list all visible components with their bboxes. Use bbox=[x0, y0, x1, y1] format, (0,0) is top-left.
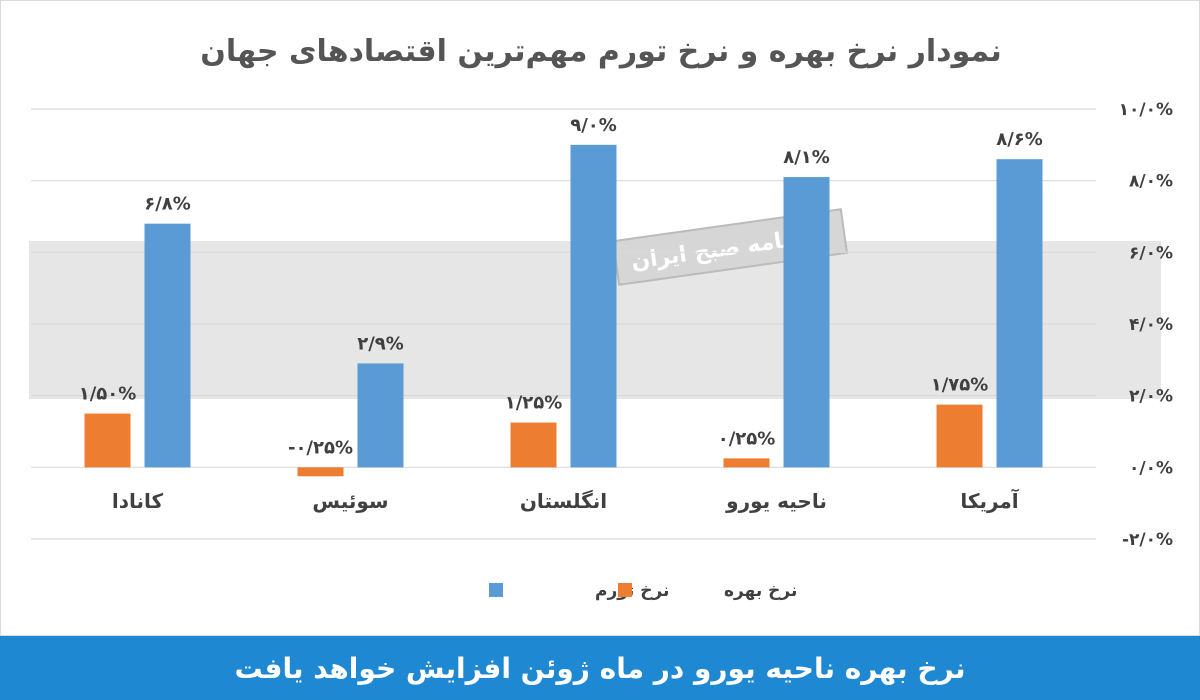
legend: نرخ تورم نرخ بهره bbox=[489, 581, 797, 601]
y-tick-label: ۸/۰% bbox=[1129, 172, 1173, 192]
interest-rate-bar bbox=[510, 422, 557, 468]
inflation-rate-label: ۹/۰% bbox=[570, 115, 617, 136]
chart-area: روزنامه صبح ایران ۱/۵۰% ۶/۸% -۰/۲۵% ۲/۹% ۱/۲… bbox=[0, 0, 1200, 636]
inflation-rate-label: ۸/۱% bbox=[783, 147, 830, 168]
y-tick-label: ۴/۰% bbox=[1129, 315, 1173, 335]
y-tick-label: ۰/۰% bbox=[1129, 458, 1173, 478]
y-tick-label: ۱۰/۰% bbox=[1119, 100, 1173, 120]
inflation-rate-bar bbox=[783, 177, 830, 468]
inflation-rate-bar bbox=[570, 144, 617, 468]
inflation-rate-label: ۲/۹% bbox=[357, 333, 404, 354]
category-label: کانادا bbox=[112, 489, 164, 513]
legend-swatch bbox=[489, 583, 503, 597]
inflation-rate-bar bbox=[144, 223, 191, 468]
bars bbox=[84, 144, 1043, 477]
y-tick-label: ۶/۰% bbox=[1129, 243, 1173, 263]
inflation-rate-bar bbox=[357, 363, 404, 468]
inflation-rate-label: ۶/۸% bbox=[144, 194, 191, 215]
interest-rate-label: -۰/۲۵% bbox=[288, 437, 353, 458]
category-label: انگلستان bbox=[520, 489, 607, 513]
category-label: سوئیس bbox=[312, 489, 388, 513]
legend-swatch bbox=[618, 583, 632, 597]
y-tick-label: ۲/۰% bbox=[1129, 387, 1173, 407]
interest-rate-bar bbox=[723, 458, 770, 468]
interest-rate-label: ۰/۲۵% bbox=[718, 428, 776, 449]
interest-rate-bar bbox=[936, 404, 983, 468]
y-axis: ۱۰/۰% ۸/۰% ۶/۰% ۴/۰% ۲/۰% ۰/۰% -۲/۰% bbox=[1119, 100, 1173, 550]
inflation-rate-bar bbox=[996, 159, 1043, 468]
category-label: آمریکا bbox=[960, 488, 1019, 513]
x-axis: کانادا سوئیس انگلستان ناحیه یورو آمریکا bbox=[112, 488, 1020, 513]
legend-label: نرخ تورم bbox=[595, 581, 669, 601]
category-label: ناحیه یورو bbox=[725, 489, 827, 513]
interest-rate-bar bbox=[297, 467, 344, 477]
legend-label: نرخ بهره bbox=[724, 581, 797, 601]
caption-text: نرخ بهره ناحیه یورو در ماه ژوئن افزایش خ… bbox=[234, 651, 966, 685]
inflation-rate-label: ۸/۶% bbox=[996, 129, 1043, 150]
gridlines bbox=[31, 108, 1096, 540]
y-tick-label: -۲/۰% bbox=[1122, 530, 1173, 550]
data-labels: ۱/۵۰% ۶/۸% -۰/۲۵% ۲/۹% ۱/۲۵% ۹/۰% ۰/۲۵% ۸/۱% ۱/۷… bbox=[79, 115, 1043, 459]
interest-rate-label: ۱/۵۰% bbox=[79, 384, 137, 405]
caption-bar: نرخ بهره ناحیه یورو در ماه ژوئن افزایش خ… bbox=[0, 636, 1200, 700]
interest-rate-label: ۱/۲۵% bbox=[505, 393, 563, 414]
chart-title: نمودار نرخ بهره و نرخ تورم مهم‌ترین اقتص… bbox=[200, 34, 1002, 69]
interest-rate-label: ۱/۷۵% bbox=[931, 375, 989, 396]
interest-rate-bar bbox=[84, 413, 131, 468]
chart-svg: روزنامه صبح ایران ۱/۵۰%۶/۸%-۰/۲۵%۲/۹%۱/۲… bbox=[29, 34, 1173, 601]
